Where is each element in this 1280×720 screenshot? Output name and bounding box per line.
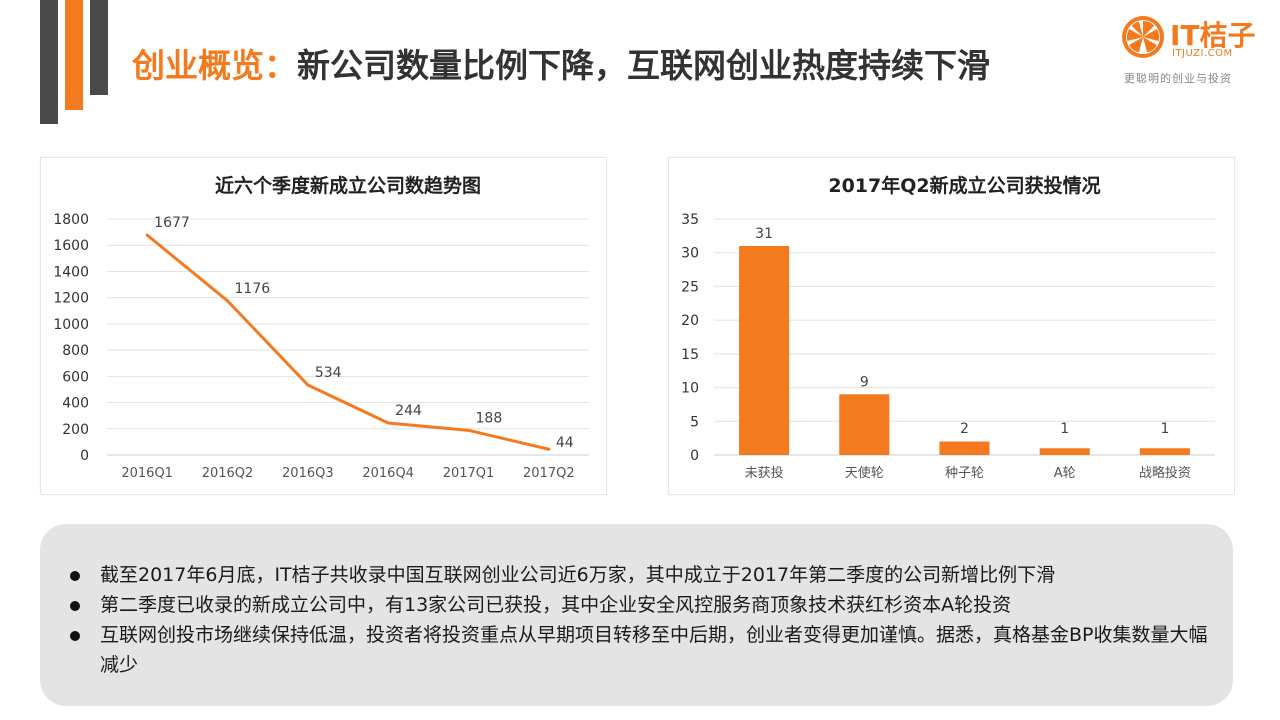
y-tick-label: 15 bbox=[681, 347, 699, 363]
y-tick-label: 0 bbox=[80, 448, 89, 464]
y-tick-label: 35 bbox=[681, 212, 699, 228]
decorative-bar-dark-short bbox=[90, 0, 108, 95]
data-label: 31 bbox=[755, 226, 773, 242]
logo-url: ITJUZI.COM bbox=[1172, 48, 1233, 59]
bullet-dot bbox=[70, 631, 80, 641]
x-tick-label: 2016Q3 bbox=[282, 466, 334, 481]
y-tick-label: 400 bbox=[62, 396, 89, 412]
y-tick-label: 20 bbox=[681, 313, 699, 329]
data-label: 44 bbox=[556, 435, 574, 451]
data-label: 1176 bbox=[235, 281, 271, 297]
x-tick-label: 2016Q1 bbox=[121, 466, 173, 481]
y-tick-label: 800 bbox=[62, 343, 89, 359]
logo-text: IT桔子 bbox=[1170, 19, 1256, 52]
summary-bullet-text: 截至2017年6月底，IT桔子共收录中国互联网创业公司近6万家，其中成立于201… bbox=[100, 564, 1056, 586]
logo-tagline: 更聪明的创业与投资 bbox=[1124, 72, 1232, 85]
data-point bbox=[467, 428, 470, 432]
y-tick-label: 5 bbox=[690, 414, 699, 430]
slide-title-main: 新公司数量比例下降，互联网创业热度持续下滑 bbox=[297, 46, 990, 85]
y-tick-label: 200 bbox=[62, 422, 89, 438]
slide-title: 创业概览：新公司数量比例下降，互联网创业热度持续下滑 bbox=[132, 42, 990, 90]
decorative-bar-orange bbox=[65, 0, 83, 110]
summary-bullet-text: 互联网创投市场继续保持低温，投资者将投资重点从早期项目转移至中后期，创业者变得更… bbox=[100, 624, 1208, 676]
bar bbox=[739, 245, 790, 455]
y-tick-label: 30 bbox=[681, 246, 699, 262]
data-point bbox=[386, 421, 390, 425]
decorative-bar-dark bbox=[40, 0, 58, 124]
bar bbox=[1039, 448, 1090, 455]
x-tick-label: 2017Q1 bbox=[443, 466, 495, 481]
line-series bbox=[146, 233, 550, 451]
y-tick-label: 1600 bbox=[53, 238, 89, 254]
x-tick-label: 2016Q4 bbox=[362, 466, 414, 481]
orange-slice-icon bbox=[1122, 16, 1164, 58]
summary-bullet: 互联网创投市场继续保持低温，投资者将投资重点从早期项目转移至中后期，创业者变得更… bbox=[70, 620, 1210, 680]
bar-chart-panel: 2017年Q2新成立公司获投情况 0 5 10 15 20 25 30 35 31 未获投 9 天使轮 2… bbox=[668, 157, 1235, 495]
data-label: 1 bbox=[1160, 421, 1169, 437]
x-tick-label: 未获投 bbox=[745, 465, 784, 481]
y-tick-label: 1400 bbox=[53, 264, 89, 280]
slide-title-accent: 创业概览： bbox=[132, 46, 297, 85]
data-label: 9 bbox=[860, 374, 869, 390]
data-point bbox=[547, 447, 551, 451]
summary-bullet-text: 第二季度已收录的新成立公司中，有13家公司已获投，其中企业安全风控服务商顶象技术… bbox=[100, 594, 1012, 616]
data-label: 1677 bbox=[154, 215, 190, 231]
x-tick-label: 2017Q2 bbox=[523, 466, 575, 481]
summary-list: 截至2017年6月底，IT桔子共收录中国互联网创业公司近6万家，其中成立于201… bbox=[40, 524, 1233, 680]
data-label: 2 bbox=[960, 421, 969, 437]
y-tick-label: 25 bbox=[681, 279, 699, 295]
summary-bullet: 截至2017年6月底，IT桔子共收录中国互联网创业公司近6万家，其中成立于201… bbox=[70, 560, 1210, 590]
bar bbox=[939, 441, 990, 455]
data-label: 188 bbox=[476, 410, 503, 426]
bar bbox=[839, 394, 890, 455]
data-label: 1 bbox=[1060, 421, 1069, 437]
x-tick-label: 战略投资 bbox=[1139, 465, 1191, 481]
summary-box: 截至2017年6月底，IT桔子共收录中国互联网创业公司近6万家，其中成立于201… bbox=[40, 524, 1233, 706]
data-point bbox=[306, 383, 310, 387]
y-tick-label: 600 bbox=[62, 369, 89, 385]
data-label: 534 bbox=[315, 365, 342, 381]
x-tick-label: 天使轮 bbox=[845, 465, 884, 481]
summary-bullet: 第二季度已收录的新成立公司中，有13家公司已获投，其中企业安全风控服务商顶象技术… bbox=[70, 590, 1210, 620]
y-tick-label: 1800 bbox=[53, 212, 89, 228]
chart-title: 2017年Q2新成立公司获投情况 bbox=[828, 174, 1100, 197]
bullet-dot bbox=[70, 571, 80, 581]
bar-chart: 2017年Q2新成立公司获投情况 0 5 10 15 20 25 30 35 31 未获投 9 天使轮 2… bbox=[681, 174, 1215, 481]
y-tick-label: 1000 bbox=[53, 317, 89, 333]
y-tick-label: 1200 bbox=[53, 291, 89, 307]
bullet-dot bbox=[70, 601, 80, 611]
line-chart: 近六个季度新成立公司数趋势图 0 200 400 600 800 1000 1200 1400 1… bbox=[53, 174, 589, 481]
x-tick-label: A轮 bbox=[1054, 466, 1076, 481]
x-tick-label: 种子轮 bbox=[945, 466, 984, 481]
y-tick-label: 10 bbox=[681, 381, 699, 397]
data-label: 244 bbox=[395, 403, 422, 419]
x-tick-label: 2016Q2 bbox=[202, 466, 254, 481]
data-point bbox=[226, 299, 229, 303]
chart-title: 近六个季度新成立公司数趋势图 bbox=[215, 174, 481, 197]
y-tick-label: 0 bbox=[690, 448, 699, 464]
data-point bbox=[145, 233, 149, 237]
itjuzi-logo: IT桔子 ITJUZI.COM 更聪明的创业与投资 bbox=[1118, 12, 1268, 92]
bar bbox=[1139, 448, 1190, 455]
line-chart-panel: 近六个季度新成立公司数趋势图 0 200 400 600 800 1000 1200 1400 1… bbox=[40, 157, 607, 495]
